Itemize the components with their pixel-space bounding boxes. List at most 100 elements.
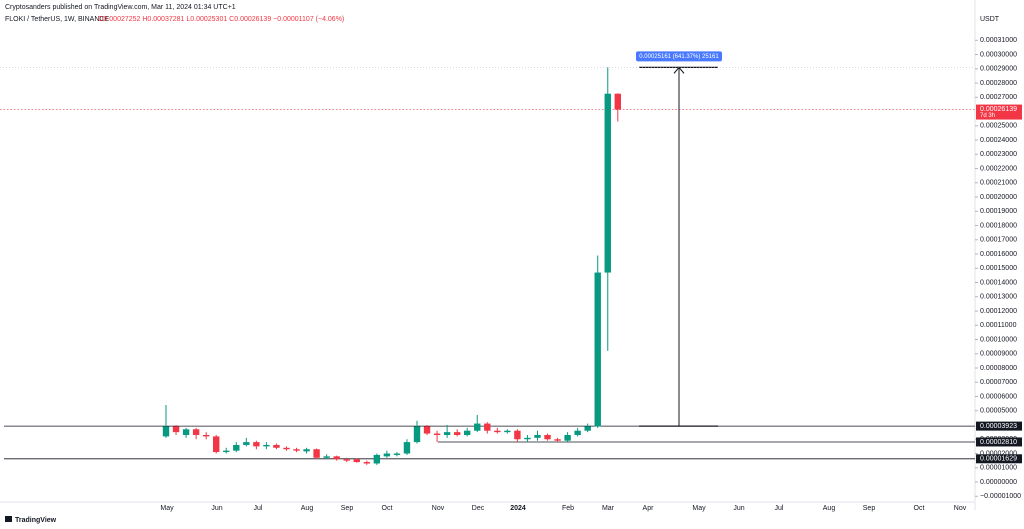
x-tick-label: Sep bbox=[341, 505, 354, 512]
y-tick-label: 0.00008000 bbox=[980, 365, 1017, 372]
candle-body bbox=[514, 430, 521, 440]
y-tick-label: 0.00022000 bbox=[980, 165, 1017, 172]
level-label: 0.00002810 bbox=[980, 439, 1017, 446]
symbol: FLOKI / TetherUS, 1W, BINANCE bbox=[5, 16, 109, 23]
candle-body bbox=[504, 430, 511, 433]
level-label-box bbox=[976, 421, 1022, 431]
candle-body bbox=[474, 423, 481, 431]
candle-body bbox=[494, 430, 501, 433]
level-label-box bbox=[976, 454, 1022, 464]
y-tick-label: 0.00021000 bbox=[980, 180, 1017, 187]
candle-body bbox=[594, 272, 601, 427]
y-tick-label: 0.00007000 bbox=[980, 379, 1017, 386]
measure-label-box bbox=[636, 51, 722, 62]
candle-body bbox=[293, 449, 300, 451]
candle-body bbox=[283, 447, 290, 450]
x-tick-label: May bbox=[692, 505, 706, 512]
candle-body bbox=[614, 93, 621, 110]
candle-body bbox=[182, 429, 190, 435]
y-tick-label: 0.00005000 bbox=[980, 408, 1017, 415]
x-tick-label: Feb bbox=[562, 505, 574, 512]
measure-arrow bbox=[673, 66, 685, 74]
candle-body bbox=[273, 444, 280, 448]
y-tick-label: 0.00028000 bbox=[980, 80, 1017, 87]
candle-body bbox=[333, 456, 340, 460]
candle-body bbox=[192, 429, 200, 435]
candle-body bbox=[443, 432, 451, 435]
candle-body bbox=[534, 434, 541, 438]
published: Cryptosanders published on TradingView.c… bbox=[5, 4, 236, 11]
candle-body bbox=[484, 423, 491, 431]
last-price-box bbox=[976, 104, 1022, 120]
candle-body bbox=[604, 93, 611, 273]
candle-body bbox=[363, 462, 370, 464]
x-tick-label: Jun bbox=[733, 505, 744, 512]
candle-body bbox=[253, 442, 260, 447]
y-tick-label: 0.00012000 bbox=[980, 308, 1017, 315]
candle-body bbox=[544, 434, 551, 440]
candle-body bbox=[323, 456, 330, 458]
y-tick-label: 0.00017000 bbox=[980, 237, 1017, 244]
y-tick-label: 0.00014000 bbox=[980, 279, 1017, 286]
countdown: 7d 3h bbox=[980, 113, 995, 119]
candle-body bbox=[313, 449, 320, 458]
y-tick-label: −0.00001000 bbox=[980, 493, 1021, 500]
candle-body bbox=[373, 454, 381, 464]
candle-body bbox=[584, 426, 591, 431]
y-tick-label: 0.00011000 bbox=[980, 322, 1017, 329]
candle-body bbox=[162, 426, 170, 437]
x-tick-label: Aug bbox=[823, 505, 836, 512]
y-tick-label: 0.00023000 bbox=[980, 151, 1017, 158]
ohlc: O0.00027252 H0.00037281 L0.00025301 C0.0… bbox=[98, 16, 344, 23]
y-tick-label: 0.00018000 bbox=[980, 222, 1017, 229]
y-tick-label: 0.00013000 bbox=[980, 294, 1017, 301]
candle-body bbox=[383, 453, 391, 457]
level-label: 0.00001629 bbox=[980, 456, 1017, 463]
candle-body bbox=[464, 430, 471, 435]
candle-body bbox=[223, 450, 230, 453]
measure-label: 0.00025161 (641.37%) 25161 bbox=[639, 54, 719, 60]
candle-body bbox=[393, 453, 401, 455]
x-tick-label: Oct bbox=[914, 505, 925, 512]
x-tick-label: Jul bbox=[775, 505, 784, 512]
x-tick-label: May bbox=[160, 505, 174, 512]
candle-body bbox=[343, 459, 350, 461]
x-tick-label: Sep bbox=[863, 505, 876, 512]
x-tick-label: Nov bbox=[954, 505, 967, 512]
x-tick-label: Aug bbox=[301, 505, 314, 512]
candle-body bbox=[413, 426, 421, 443]
y-tick-label: 0.00025000 bbox=[980, 123, 1017, 130]
y-tick-label: 0.00000000 bbox=[980, 479, 1017, 486]
candle-body bbox=[202, 434, 210, 437]
candle-body bbox=[233, 444, 240, 451]
candle-body bbox=[564, 434, 571, 441]
candle-body bbox=[423, 426, 431, 434]
candle-body bbox=[554, 439, 561, 441]
candle-body bbox=[453, 432, 461, 435]
level-label: 0.00003923 bbox=[980, 423, 1017, 430]
candle-body bbox=[243, 442, 250, 445]
y-tick-label: 0.00001000 bbox=[980, 465, 1017, 472]
candle-body bbox=[353, 459, 360, 463]
x-tick-label: Oct bbox=[382, 505, 393, 512]
x-tick-label: Jul bbox=[254, 505, 263, 512]
y-tick-label: 0.00002000 bbox=[980, 450, 1017, 457]
brand-logo: TradingView bbox=[5, 516, 57, 524]
brand: TradingView bbox=[15, 517, 57, 524]
candle-body bbox=[433, 433, 441, 435]
y-tick-label: 0.00019000 bbox=[980, 208, 1017, 215]
candle-body bbox=[403, 442, 411, 454]
currency: USDT bbox=[980, 16, 1000, 23]
y-tick-label: 0.00029000 bbox=[980, 66, 1017, 73]
x-tick-label: Nov bbox=[432, 505, 445, 512]
candle-body bbox=[524, 437, 531, 440]
y-tick-label: 0.00031000 bbox=[980, 37, 1017, 44]
y-tick-label: 0.00027000 bbox=[980, 94, 1017, 101]
candle-body bbox=[172, 426, 180, 433]
y-tick-label: 0.00015000 bbox=[980, 265, 1017, 272]
candle-body bbox=[213, 436, 220, 453]
y-tick-label: 0.00024000 bbox=[980, 137, 1017, 144]
candle-body bbox=[574, 430, 581, 435]
x-tick-label: Apr bbox=[643, 505, 655, 512]
